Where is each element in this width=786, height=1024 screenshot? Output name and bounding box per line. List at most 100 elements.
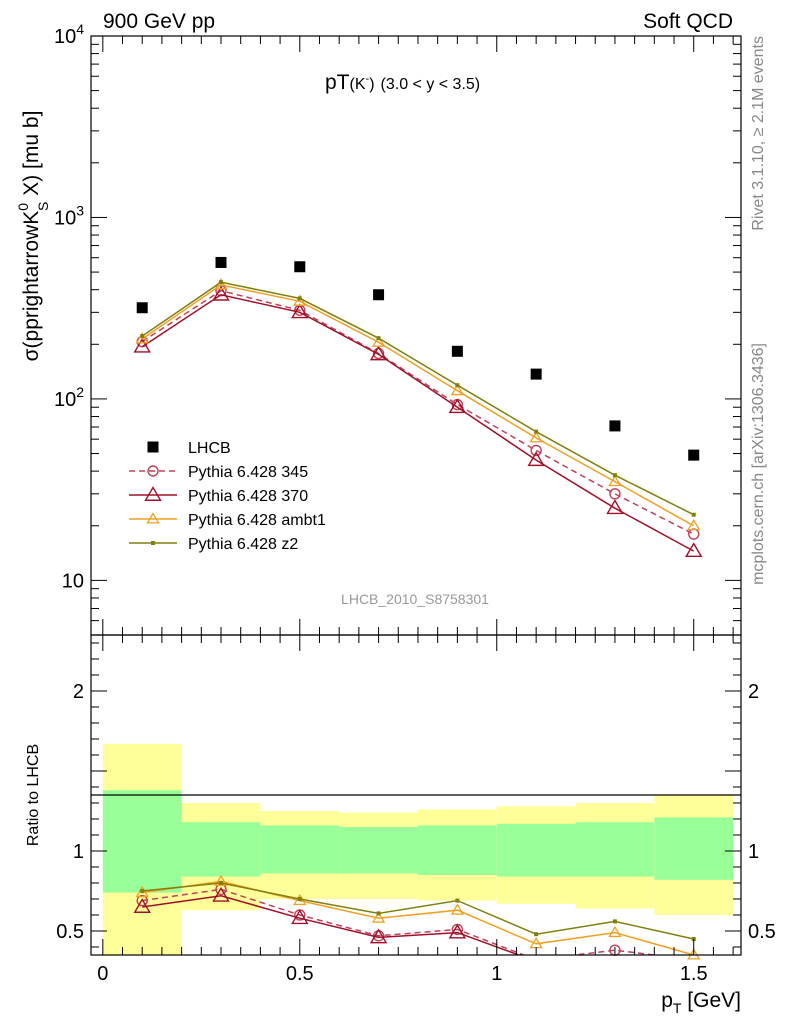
main-point-2-4 bbox=[448, 398, 467, 414]
green-band-5 bbox=[496, 823, 576, 877]
legend-marker-0 bbox=[147, 441, 159, 453]
main-point-4-2 bbox=[297, 296, 302, 301]
main-point-2-2 bbox=[291, 303, 309, 319]
title-particle-sup: - bbox=[366, 73, 370, 85]
ylabel-sub: S bbox=[35, 202, 51, 211]
ratio-plot-frame bbox=[90, 634, 742, 956]
ratio-ytick-label-left-2: 2 bbox=[73, 681, 84, 703]
legend-label-3: Pythia 6.428 ambt1 bbox=[188, 512, 326, 529]
site-label: mcplots.cern.ch [arXiv:1306.3436] bbox=[750, 343, 767, 585]
ratio-ytick-label-left-1: 1 bbox=[73, 841, 84, 863]
ratio-point-3-3 bbox=[376, 911, 381, 916]
main-point-4-7 bbox=[691, 512, 696, 517]
main-ytick-label-0: 10 bbox=[62, 570, 84, 592]
title-particle: (K bbox=[350, 76, 366, 93]
green-band-3 bbox=[339, 827, 418, 874]
xlabel-base: p bbox=[661, 989, 673, 1012]
main-point-0-2 bbox=[294, 261, 306, 273]
main-point-4-0 bbox=[140, 334, 145, 339]
legend-marker-3 bbox=[146, 512, 160, 524]
main-point-4-3 bbox=[376, 336, 381, 341]
ylabel-base: σ(pprightarrowK bbox=[20, 211, 43, 362]
legend-label-2: Pythia 6.428 370 bbox=[188, 488, 308, 505]
ratio-line-1 bbox=[142, 895, 521, 955]
ratio-point-2-6 bbox=[608, 925, 622, 938]
ratio-ytick-label-left-0: 0.5 bbox=[56, 921, 84, 943]
ratio-line-0 bbox=[142, 888, 661, 955]
main-point-0-6 bbox=[609, 420, 621, 432]
ratio-point-2-3 bbox=[371, 911, 386, 923]
ratio-ticks: 0 0.5 1 1.5 0.5 0.5 1 1 2 2 bbox=[56, 635, 776, 985]
legend-label-0: LHCB bbox=[188, 440, 231, 457]
ratio-point-1-1 bbox=[212, 886, 230, 902]
ratio-point-3-5 bbox=[534, 932, 539, 937]
main-point-3-6 bbox=[608, 474, 622, 487]
legend-marker-2 bbox=[144, 486, 162, 501]
main-point-4-5 bbox=[534, 429, 539, 434]
main-point-2-5 bbox=[527, 451, 545, 467]
x-tick-label-2: 1 bbox=[491, 963, 502, 985]
ratio-ylabel: Ratio to LHCB bbox=[25, 744, 42, 846]
ratio-ytick-label-right-2: 2 bbox=[748, 681, 759, 703]
green-band-6 bbox=[575, 822, 655, 877]
main-ytick-label-2: 103 bbox=[54, 202, 84, 229]
ratio-ytick-label-right-0: 0.5 bbox=[748, 921, 776, 943]
main-ytick-label-1: 102 bbox=[54, 384, 84, 411]
main-ytick-label-3: 104 bbox=[54, 21, 84, 48]
green-band-4 bbox=[417, 825, 497, 875]
header-left: 900 GeV pp bbox=[103, 10, 215, 33]
main-point-2-6 bbox=[606, 499, 624, 515]
main-point-3-7 bbox=[687, 518, 701, 531]
main-point-0-3 bbox=[373, 289, 385, 301]
main-point-1-3 bbox=[372, 347, 385, 360]
ratio-point-2-4 bbox=[450, 903, 465, 915]
x-axis-label: pT [GeV] bbox=[661, 989, 741, 1016]
main-point-3-3 bbox=[371, 335, 386, 347]
header-right: Soft QCD bbox=[643, 10, 733, 33]
main-point-2-0 bbox=[133, 337, 151, 353]
ratio-point-1-3 bbox=[369, 928, 388, 944]
main-line-3 bbox=[141, 284, 695, 527]
main-ticks: 10 102 103 104 bbox=[54, 21, 741, 636]
x-tick-label-0: 0 bbox=[97, 963, 108, 985]
green-band-1 bbox=[181, 822, 261, 877]
ratio-series-group bbox=[133, 874, 701, 960]
ratio-point-3-6 bbox=[612, 919, 617, 924]
legend-marker-1 bbox=[147, 465, 159, 477]
main-point-1-6 bbox=[609, 488, 621, 500]
main-point-2-3 bbox=[369, 345, 388, 361]
x-tick-label-3: 1.5 bbox=[680, 963, 708, 985]
ratio-point-0-0 bbox=[136, 894, 148, 907]
legend-label-1: Pythia 6.428 345 bbox=[188, 464, 308, 481]
ratio-point-3-0 bbox=[140, 889, 145, 893]
main-point-4-4 bbox=[455, 383, 460, 388]
ratio-point-2-7 bbox=[687, 948, 701, 960]
main-line-2 bbox=[141, 293, 695, 552]
main-point-0-0 bbox=[136, 302, 148, 314]
ratio-point-1-4 bbox=[448, 923, 467, 939]
green-band-0 bbox=[102, 790, 182, 893]
ylabel-end: X) [mu b] bbox=[20, 111, 43, 202]
main-point-0-7 bbox=[688, 449, 700, 461]
main-point-4-6 bbox=[612, 473, 617, 478]
legend-marker-4 bbox=[151, 541, 155, 545]
main-point-4-1 bbox=[219, 280, 223, 285]
main-series-group bbox=[133, 256, 703, 558]
ratio-line-2 bbox=[142, 880, 694, 955]
rivet-label: Rivet 3.1.10, ≥ 2.1M events bbox=[750, 36, 767, 231]
ratio-point-1-0 bbox=[133, 898, 151, 913]
legend-label-4: Pythia 6.428 z2 bbox=[188, 536, 298, 553]
green-band-2 bbox=[260, 825, 340, 874]
ratio-line-3 bbox=[142, 882, 694, 940]
ratio-point-3-1 bbox=[219, 881, 223, 885]
ratio-point-2-1 bbox=[214, 874, 228, 886]
main-title: pT(K-) (3.0 < y < 3.5) bbox=[325, 71, 480, 94]
main-line-1 bbox=[141, 289, 695, 535]
x-tick-label-1: 0.5 bbox=[286, 963, 314, 985]
legend: LHCB Pythia 6.428 345 Pythia 6.428 370 Pyth… bbox=[129, 440, 326, 553]
title-particle-close: ) bbox=[369, 76, 374, 93]
ratio-ytick-label-right-1: 1 bbox=[748, 841, 759, 863]
ratio-point-2-0 bbox=[135, 885, 149, 898]
ratio-point-3-2 bbox=[297, 897, 302, 901]
